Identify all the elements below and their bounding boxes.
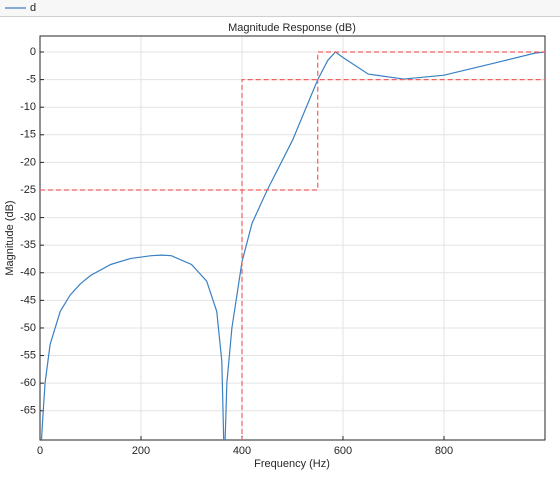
legend-label: d [30, 2, 36, 14]
y-tick-label: -45 [20, 294, 36, 306]
legend-bar [0, 0, 560, 16]
x-tick-label: 200 [132, 445, 150, 457]
y-tick-label: -60 [20, 377, 36, 389]
mask-line [40, 51, 545, 191]
x-tick-label: 800 [435, 445, 453, 457]
mask-line [241, 79, 545, 440]
chart-title: Magnitude Response (dB) [228, 22, 356, 34]
y-tick-label: -25 [20, 184, 36, 196]
y-tick-label: -10 [20, 101, 36, 113]
axes-box [39, 35, 546, 441]
y-tick-label: -55 [20, 349, 36, 361]
y-tick-label: -5 [26, 74, 36, 86]
y-axis-label: Magnitude (dB) [4, 200, 16, 275]
y-tick-label: -35 [20, 239, 36, 251]
response-line [40, 51, 545, 440]
x-tick-label: 600 [334, 445, 352, 457]
y-tick-label: -15 [20, 129, 36, 141]
y-tick-label: -20 [20, 156, 36, 168]
y-tick-label: -65 [20, 405, 36, 417]
y-tick-label: -50 [20, 322, 36, 334]
y-tick-label: 0 [30, 46, 36, 58]
y-tick-label: -30 [20, 211, 36, 223]
x-tick-label: 0 [37, 445, 43, 457]
x-axis-label: Frequency (Hz) [254, 458, 330, 470]
x-tick-label: 400 [233, 445, 251, 457]
plot-area [40, 36, 545, 440]
y-tick-label: -40 [20, 267, 36, 279]
